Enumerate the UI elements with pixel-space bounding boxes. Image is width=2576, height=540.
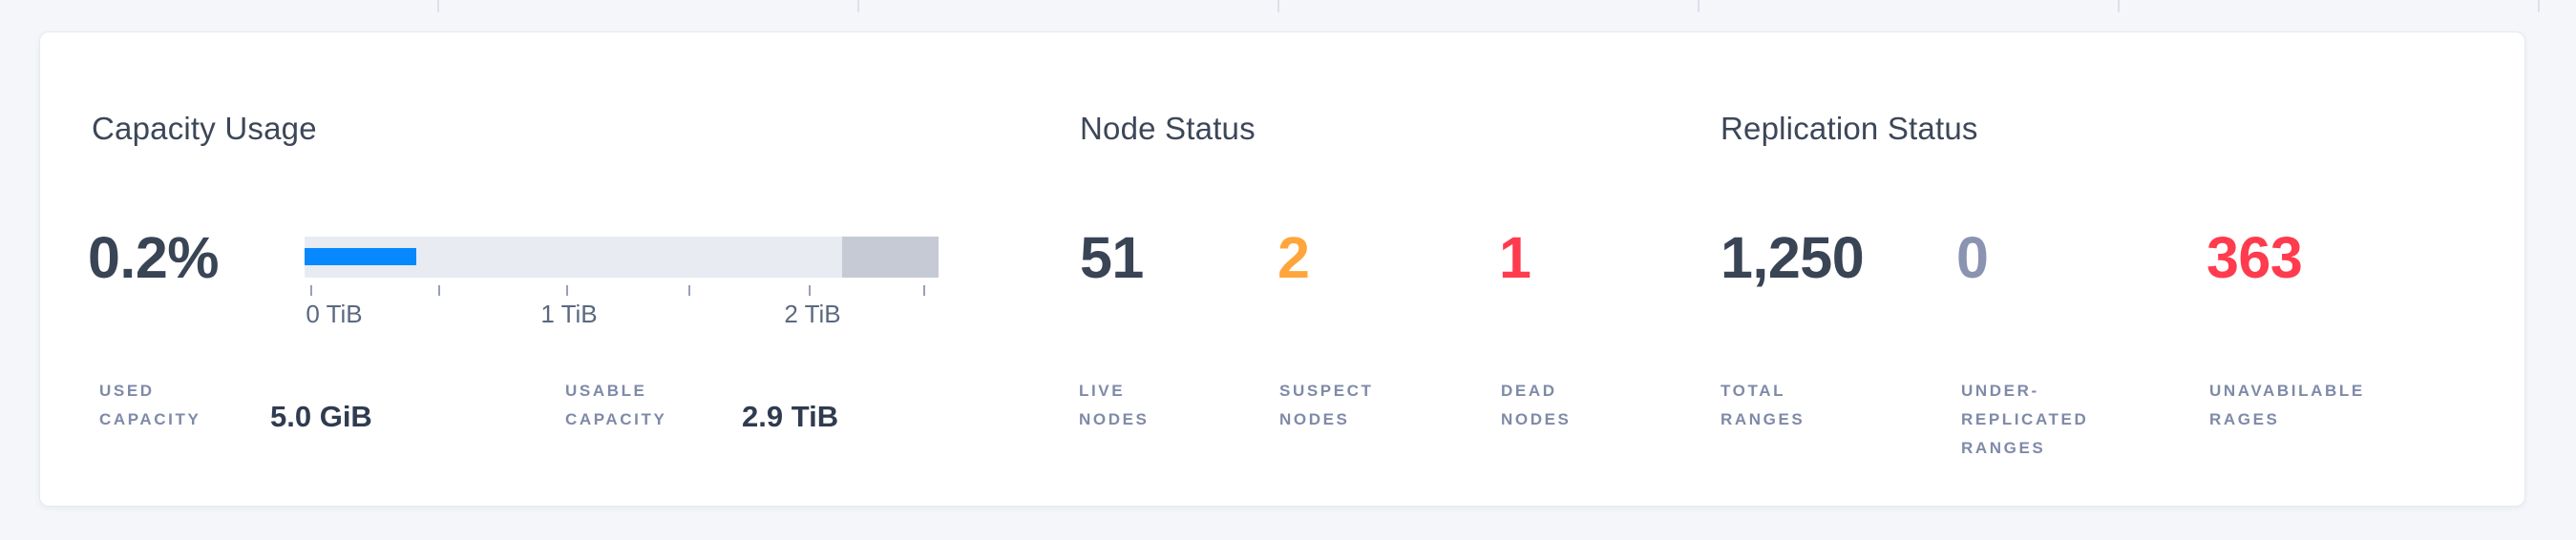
top-edge-tick: [437, 0, 439, 12]
capacity-used-percent: 0.2%: [88, 225, 220, 290]
capacity-axis-tick: [923, 285, 925, 296]
top-edge-tick: [1277, 0, 1279, 12]
used-capacity-label: USED CAPACITY: [99, 382, 201, 428]
capacity-usage-title: Capacity Usage: [92, 111, 317, 146]
under-replicated-ranges-count: 0: [1956, 225, 1989, 290]
usable-capacity-value: 2.9 TiB: [742, 400, 839, 433]
unavailable-ranges-count: 363: [2206, 225, 2303, 290]
suspect-nodes-label: SUSPECT NODES: [1279, 382, 1374, 428]
capacity-bar-used-fill: [305, 248, 416, 265]
live-nodes-count: 51: [1080, 225, 1144, 290]
capacity-axis-tick: [688, 285, 690, 296]
used-capacity-value: 5.0 GiB: [270, 400, 372, 433]
capacity-axis-tick: [566, 285, 568, 296]
dead-nodes-label: DEAD NODES: [1501, 382, 1572, 428]
unavailable-ranges-label: UNAVABILABLE RAGES: [2209, 382, 2365, 428]
total-ranges-count: 1,250: [1721, 225, 1865, 290]
live-nodes-label: LIVE NODES: [1079, 382, 1150, 428]
capacity-axis-label-0: 0 TiB: [306, 300, 363, 328]
top-edge-tick: [2538, 0, 2540, 12]
under-replicated-ranges-label: UNDER- REPLICATED RANGES: [1961, 382, 2089, 457]
dead-nodes-count: 1: [1499, 225, 1531, 290]
capacity-axis-label-2: 2 TiB: [784, 300, 841, 328]
capacity-axis-tick: [809, 285, 811, 296]
total-ranges-label: TOTAL RANGES: [1721, 382, 1805, 428]
top-edge-tick: [2118, 0, 2120, 12]
replication-status-title: Replication Status: [1721, 111, 1978, 146]
usable-capacity-label: USABLE CAPACITY: [565, 382, 667, 428]
capacity-axis-tick: [438, 285, 440, 296]
capacity-bar-reserved-segment: [842, 237, 939, 278]
suspect-nodes-count: 2: [1277, 225, 1310, 290]
node-status-title: Node Status: [1080, 111, 1256, 146]
top-edge-tick: [1698, 0, 1700, 12]
capacity-axis-label-1: 1 TiB: [540, 300, 598, 328]
capacity-bar: [305, 237, 939, 278]
capacity-axis-tick: [310, 285, 312, 296]
top-edge-tick: [857, 0, 859, 12]
